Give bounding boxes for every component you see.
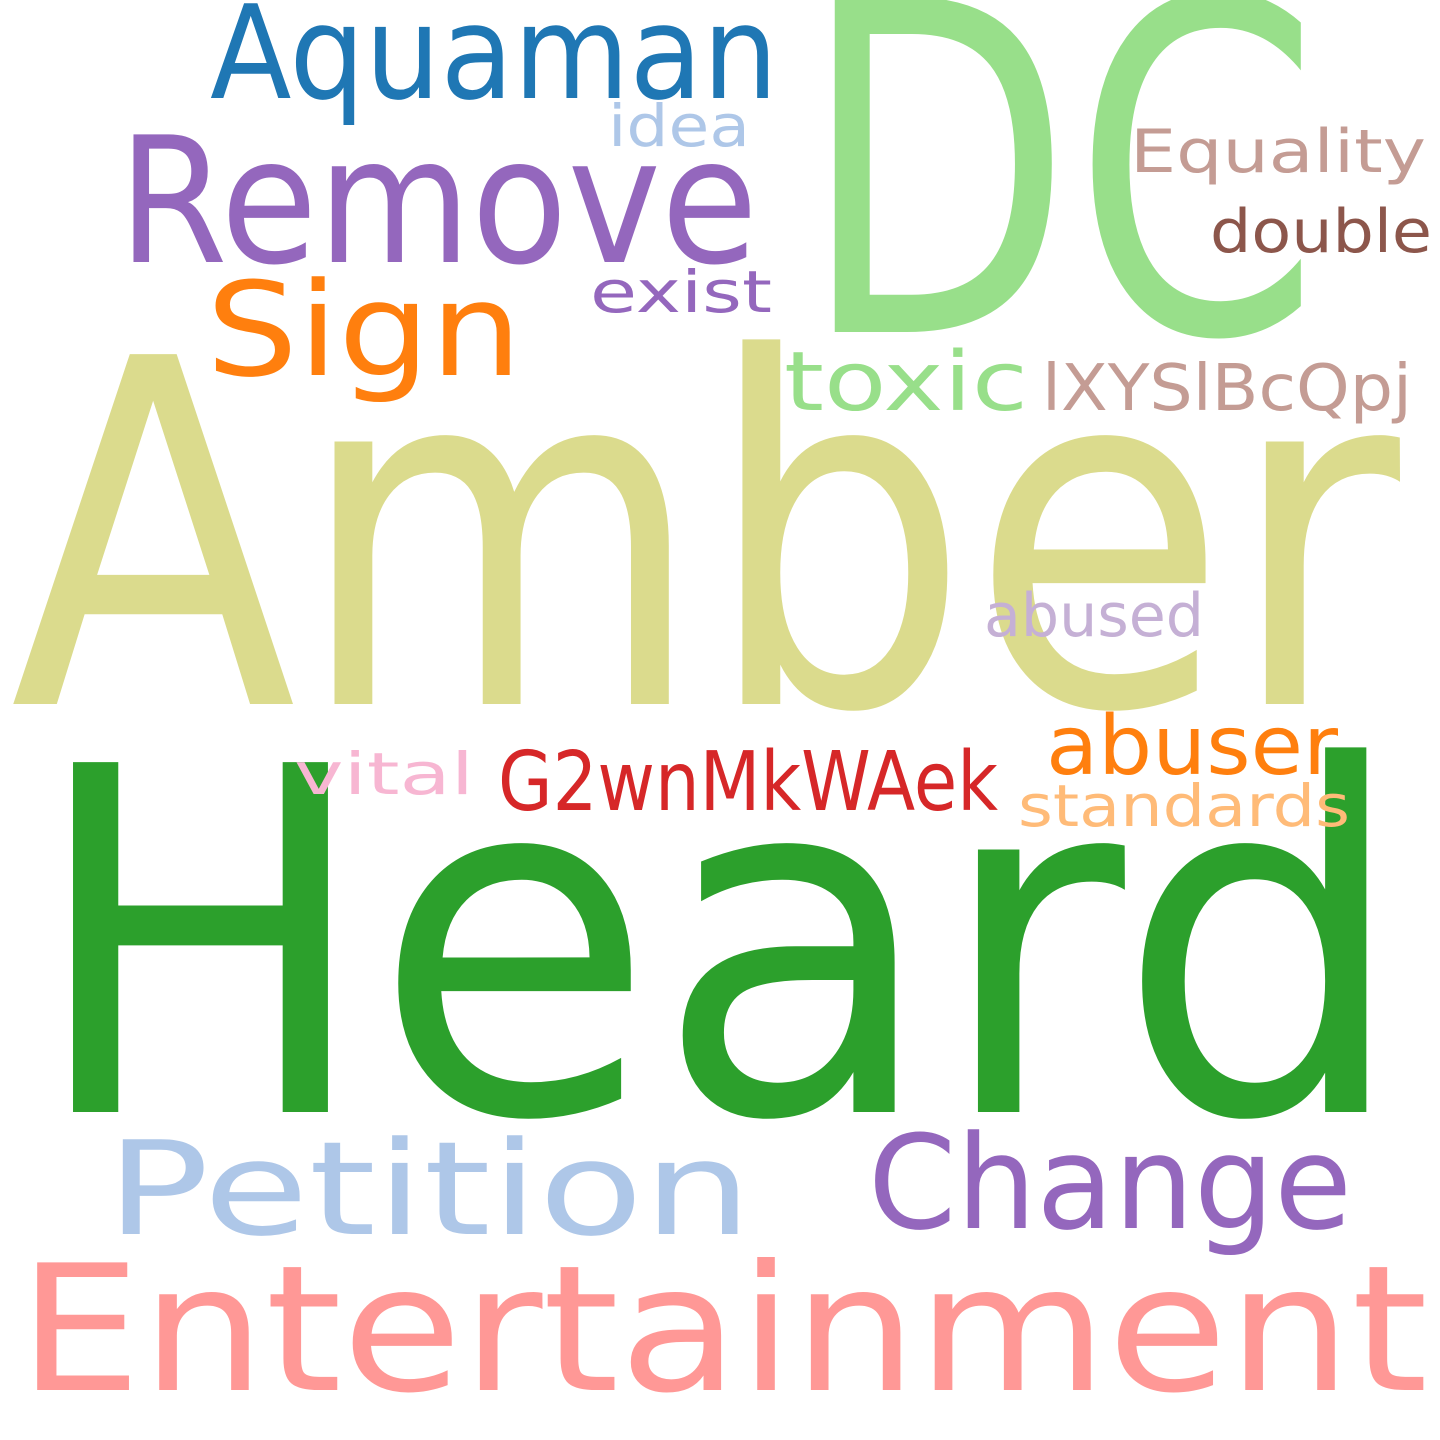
word-toxic: toxic [784, 335, 1028, 430]
word-aquaman: Aquaman [210, 0, 778, 129]
word-dc: DC [800, 0, 1320, 441]
word-idea: idea [608, 92, 750, 160]
word-entertainment: Entertainment [18, 1229, 1428, 1432]
word-abused: abused [984, 581, 1204, 651]
word-sign: Sign [206, 254, 522, 406]
word-amber: Amber [10, 259, 1404, 818]
word-standards: standards [1018, 772, 1350, 840]
word-double: double [1210, 197, 1432, 267]
word-vital: vital [294, 740, 474, 808]
word-g2wnmkwaek: G2wnMkWAek [498, 735, 998, 830]
word-heard: Heard [28, 667, 1408, 1226]
word-lxyslbcqpj: lXYSlBcQpj [1042, 352, 1412, 426]
word-abuser: abuser [1046, 699, 1338, 794]
word-remove: Remove [118, 101, 758, 304]
word-equality: Equality [1130, 117, 1426, 187]
word-exist: exist [590, 258, 772, 326]
word-change: Change [868, 1107, 1352, 1259]
word-petition: Petition [106, 1113, 752, 1265]
